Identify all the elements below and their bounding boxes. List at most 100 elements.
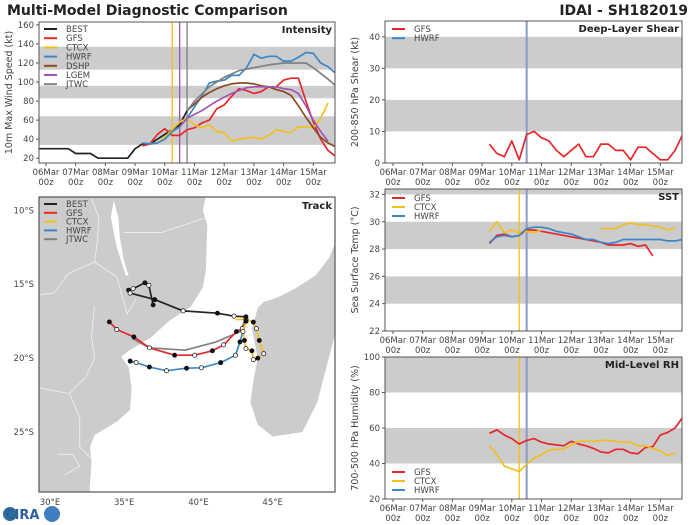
- x-tick-label-hour: 00z: [68, 178, 84, 188]
- storm-id: IDAI - SH182019: [559, 3, 688, 19]
- madagascar-landmass: [250, 243, 335, 437]
- x-tick-label-hour: 00z: [623, 514, 639, 524]
- x-tick-label-hour: 00z: [534, 514, 550, 524]
- plot-area-3: [385, 357, 682, 499]
- logo-text: CIRA: [5, 508, 39, 523]
- track-point-marker: [130, 286, 136, 292]
- y-tick-label: 80: [23, 97, 34, 107]
- x-tick-label-hour: 00z: [653, 346, 669, 356]
- x-tick-label-hour: 00z: [246, 178, 262, 188]
- x-tick-label-date: 14Mar: [617, 168, 644, 178]
- x-tick-label-hour: 00z: [385, 514, 401, 524]
- track-point-marker: [240, 329, 246, 335]
- plot-area-2: [385, 189, 682, 331]
- lake-malawi: [110, 200, 129, 276]
- x-tick-label-hour: 00z: [415, 178, 431, 188]
- y-tick-label: 160: [18, 21, 34, 31]
- track-point-marker: [250, 357, 256, 363]
- x-tick-label-date: 14Mar: [617, 336, 644, 346]
- y-axis-label: 200-850 hPa Shear (kt): [350, 37, 361, 147]
- series-line-hwrf: [488, 226, 682, 245]
- shaded-band: [385, 189, 682, 195]
- x-tick-label-hour: 00z: [593, 346, 609, 356]
- y-tick-label: 100: [364, 353, 380, 363]
- x-tick-label-date: 13Mar: [587, 336, 614, 346]
- x-tick-label-hour: 00z: [504, 178, 520, 188]
- track-point-marker: [209, 348, 215, 354]
- y-tick-label: 24: [369, 300, 380, 310]
- x-tick-label-date: 10Mar: [498, 336, 525, 346]
- x-tick-label-date: 12Mar: [211, 168, 238, 178]
- country-border: [57, 453, 81, 476]
- track-point-marker: [142, 280, 148, 286]
- series-line-hwrf: [142, 51, 335, 145]
- track-point-marker: [133, 360, 139, 366]
- figure-title: Multi-Model Diagnostic Comparison: [7, 3, 288, 19]
- x-tick-label-hour: 00z: [623, 346, 639, 356]
- plot-frame: [384, 188, 683, 332]
- x-tick-label-hour: 00z: [187, 178, 203, 188]
- legend-label-gfs: GFS: [66, 34, 83, 44]
- shaded-band: [385, 428, 682, 464]
- track-map: [39, 197, 335, 492]
- x-tick-label-hour: 00z: [385, 346, 401, 356]
- x-tick-label-date: 13Mar: [587, 504, 614, 514]
- track-point-marker: [146, 364, 152, 370]
- x-tick-label-date: 07Mar: [62, 168, 89, 178]
- track-point-marker: [253, 326, 259, 332]
- track-point-marker: [243, 318, 249, 324]
- y-tick-label: 40: [369, 33, 380, 43]
- series-line-gfs: [142, 77, 335, 157]
- x-tick-label-date: 07Mar: [409, 504, 436, 514]
- x-tick-label-date: 15Mar: [647, 504, 674, 514]
- plot-area-1: [385, 21, 682, 163]
- y-tick-label: 40: [23, 135, 34, 145]
- series-line-lgem: [179, 85, 329, 142]
- legend-label-jtwc: JTWC: [65, 80, 88, 90]
- x-tick-label-hour: 00z: [474, 178, 490, 188]
- lon-tick-label: 40°E: [188, 498, 208, 508]
- x-tick-label-hour: 00z: [415, 346, 431, 356]
- legend-label-lgem: LGEM: [66, 71, 90, 81]
- track-point-marker: [250, 319, 256, 325]
- x-tick-label-hour: 00z: [564, 178, 580, 188]
- x-tick-label-hour: 00z: [38, 178, 54, 188]
- country-border: [68, 306, 95, 460]
- x-tick-label-date: 14Mar: [617, 504, 644, 514]
- x-tick-label-hour: 00z: [504, 514, 520, 524]
- lon-tick-label: 45°E: [262, 498, 282, 508]
- legend-label-jtwc: JTWC: [65, 235, 88, 245]
- legend-label-ctcx: CTCX: [66, 43, 89, 53]
- x-tick-label-date: 10Mar: [151, 168, 178, 178]
- x-tick-label-date: 13Mar: [587, 168, 614, 178]
- y-tick-label: 20: [369, 96, 380, 106]
- track-point-marker: [256, 337, 262, 343]
- legend-label-hwrf: HWRF: [414, 212, 440, 222]
- legend-label-hwrf: HWRF: [414, 34, 440, 44]
- x-tick-label-date: 15Mar: [647, 168, 674, 178]
- series-line-ctcx: [600, 222, 676, 231]
- track-point-marker: [221, 342, 227, 348]
- series-line-gfs: [488, 130, 682, 161]
- x-tick-label-hour: 00z: [593, 178, 609, 188]
- y-tick-label: 20: [369, 495, 380, 505]
- track-point-marker: [180, 308, 186, 314]
- cira-logo: CIRA: [3, 506, 60, 523]
- y-tick-label: 0: [375, 159, 380, 169]
- track-point-marker: [146, 282, 152, 288]
- x-tick-label-date: 13Mar: [240, 168, 267, 178]
- track-point-marker: [233, 329, 239, 335]
- track-point-marker: [233, 352, 238, 358]
- x-tick-label-hour: 00z: [98, 178, 114, 188]
- track-point-marker: [127, 358, 133, 364]
- legend-label-dshp: DSHP: [66, 62, 89, 72]
- x-tick-label-date: 11Mar: [528, 336, 555, 346]
- track-point-marker: [172, 352, 178, 358]
- lat-tick-label: 20°S: [14, 354, 34, 364]
- plot-background: [385, 189, 682, 331]
- series-line-jtwc: [186, 62, 335, 112]
- legend-label-best: BEST: [66, 25, 89, 35]
- x-tick-label-hour: 00z: [276, 178, 292, 188]
- x-tick-label-hour: 00z: [534, 178, 550, 188]
